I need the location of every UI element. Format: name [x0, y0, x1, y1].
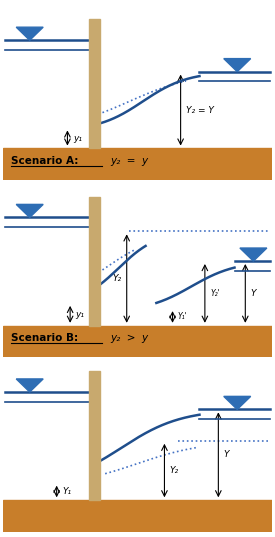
Bar [3, 325, 272, 357]
Point [101, 340, 104, 346]
Bar [3, 148, 272, 180]
Text: Scenario A:: Scenario A: [11, 156, 78, 166]
Bar [89, 371, 100, 500]
Text: Y₂ = Y⁤: Y₂ = Y⁤ [186, 106, 214, 114]
Polygon shape [16, 205, 43, 217]
Bar [3, 500, 272, 532]
Point [101, 163, 104, 169]
Text: Scenario B:: Scenario B: [11, 333, 78, 343]
Text: Y₂: Y₂ [112, 274, 121, 283]
Bar [89, 19, 100, 148]
Text: y₁: y₁ [73, 134, 82, 142]
Polygon shape [16, 27, 43, 40]
Text: y₂  =  y⁤: y₂ = y⁤ [111, 156, 149, 166]
Text: y₂  >  y⁤: y₂ > y⁤ [111, 333, 149, 343]
Text: Y₁: Y₁ [62, 487, 71, 496]
Text: Y⁤: Y⁤ [224, 451, 229, 459]
Point [9, 340, 12, 346]
Polygon shape [224, 59, 251, 72]
Polygon shape [16, 379, 43, 392]
Bar [89, 197, 100, 325]
Polygon shape [240, 248, 267, 261]
Text: Y₁': Y₁' [178, 313, 188, 322]
Text: Y⁤: Y⁤ [251, 289, 256, 298]
Text: Y₂: Y₂ [170, 466, 179, 475]
Text: Y₂': Y₂' [210, 289, 220, 298]
Polygon shape [224, 396, 251, 409]
Text: y₁: y₁ [76, 310, 84, 319]
Point [9, 163, 12, 169]
